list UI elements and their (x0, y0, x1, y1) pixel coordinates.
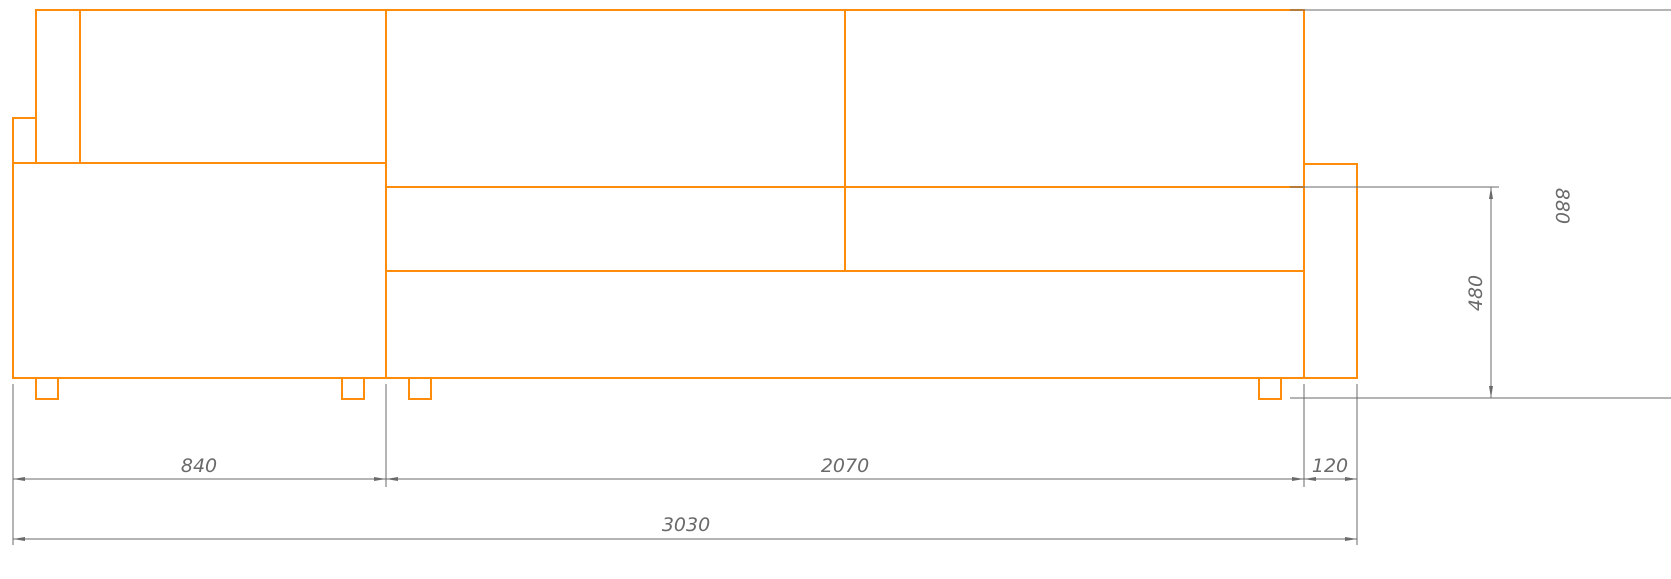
dimension-arrow (1489, 187, 1493, 199)
foot (341, 377, 365, 400)
dimension-lines (12, 9, 1671, 545)
dimension-arrow (1304, 477, 1316, 481)
left-armrest-tab (12, 117, 37, 164)
dim-label-840: 840 (181, 455, 217, 477)
left-back-post (35, 9, 81, 164)
left-corner-module (12, 9, 387, 379)
dimension-arrow (1345, 537, 1357, 541)
sofa-outline (12, 9, 1358, 400)
dimension-arrow (1489, 386, 1493, 398)
middle-module (385, 9, 1305, 379)
foot (408, 377, 432, 400)
back-cushion-left (385, 9, 846, 188)
sofa-feet (35, 377, 1282, 400)
foot (1258, 377, 1282, 400)
left-back-cushion (79, 9, 387, 164)
dimension-arrow (13, 537, 25, 541)
sofa-base (385, 270, 1305, 379)
dimension-labels: 840 2070 120 3030 480 880 (181, 188, 1573, 536)
seat-cushion-left (385, 186, 846, 272)
dimension-arrow (1292, 477, 1304, 481)
foot (35, 377, 59, 400)
dim-label-480: 480 (1465, 275, 1487, 311)
dim-label-120: 120 (1312, 455, 1348, 477)
dim-label-880: 880 (1551, 188, 1573, 224)
left-seat-block (12, 162, 387, 379)
dimension-arrow (374, 477, 386, 481)
dim-label-2070: 2070 (821, 455, 869, 477)
dimension-arrow (13, 477, 25, 481)
dim-label-3030: 3030 (662, 514, 710, 536)
back-cushion-right (844, 9, 1305, 188)
dimension-arrow (1345, 477, 1357, 481)
right-armrest (1303, 163, 1358, 379)
seat-cushion-right (844, 186, 1305, 272)
dimension-arrow (386, 477, 398, 481)
